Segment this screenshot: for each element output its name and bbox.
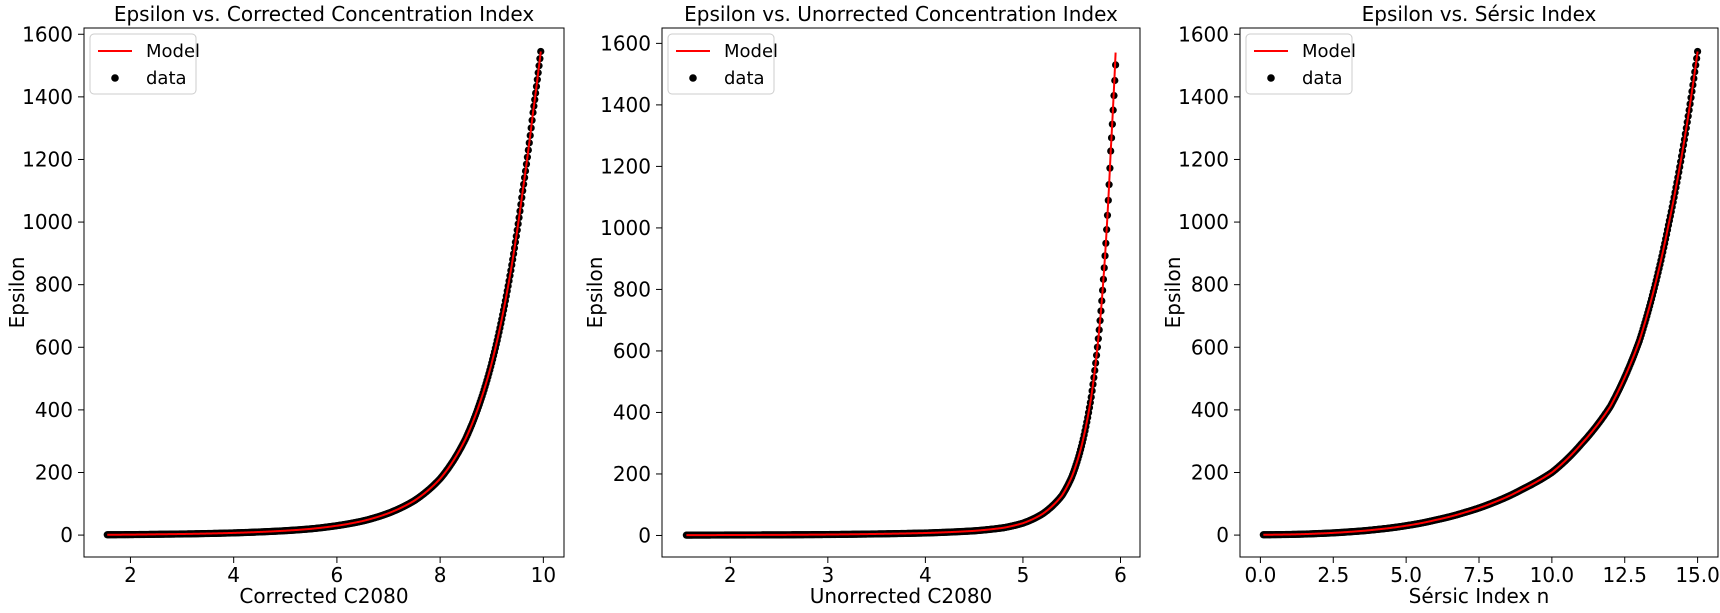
y-tick-label: 1000 bbox=[600, 216, 651, 240]
x-tick-label: 4 bbox=[919, 563, 932, 587]
y-tick-label: 800 bbox=[35, 273, 73, 297]
legend: Model data bbox=[1245, 33, 1356, 95]
y-tick-label: 400 bbox=[1191, 398, 1229, 422]
y-axis-label: Epsilon bbox=[1161, 257, 1185, 329]
y-tick-label: 200 bbox=[613, 462, 651, 486]
model-line bbox=[686, 52, 1117, 537]
legend-label-data: data bbox=[724, 68, 765, 89]
y-tick-label: 600 bbox=[1191, 335, 1229, 359]
legend-label-data: data bbox=[1302, 68, 1343, 89]
x-tick-label: 5 bbox=[1017, 563, 1030, 587]
y-tick-label: 1600 bbox=[1178, 22, 1229, 46]
plot-area bbox=[103, 47, 545, 539]
y-tick-label: 200 bbox=[35, 460, 73, 484]
axes-frame bbox=[661, 27, 1141, 558]
y-tick-label: 400 bbox=[35, 398, 73, 422]
subplot-2: Epsilon vs. Unorrected Concentration Ind… bbox=[583, 2, 1141, 608]
x-axis-label: Unorrected C2080 bbox=[810, 584, 993, 608]
x-tick-label: 2.5 bbox=[1317, 563, 1349, 587]
x-tick-label: 6 bbox=[1114, 563, 1127, 587]
x-tick-label: 12.5 bbox=[1602, 563, 1647, 587]
y-tick-label: 400 bbox=[613, 400, 651, 424]
x-tick-label: 10 bbox=[531, 563, 556, 587]
plot-area bbox=[682, 52, 1120, 539]
y-tick-label: 800 bbox=[613, 277, 651, 301]
chart-title: Epsilon vs. Sérsic Index bbox=[1362, 2, 1597, 26]
y-tick-label: 600 bbox=[613, 339, 651, 363]
legend: Model data bbox=[89, 33, 200, 95]
y-tick-label: 1400 bbox=[600, 93, 651, 117]
x-tick-label: 4 bbox=[227, 563, 240, 587]
x-tick-label: 2 bbox=[724, 563, 737, 587]
x-tick-label: 3 bbox=[821, 563, 834, 587]
y-tick-label: 0 bbox=[1216, 523, 1229, 547]
chart-title: Epsilon vs. Unorrected Concentration Ind… bbox=[684, 2, 1118, 26]
model-line bbox=[1263, 51, 1699, 536]
y-tick-label: 600 bbox=[35, 335, 73, 359]
x-tick-label: 10.0 bbox=[1530, 563, 1575, 587]
x-tick-label: 8 bbox=[434, 563, 447, 587]
legend-marker-swatch bbox=[689, 74, 697, 82]
model-line bbox=[107, 51, 542, 536]
y-tick-label: 1200 bbox=[22, 147, 73, 171]
y-tick-label: 800 bbox=[1191, 273, 1229, 297]
y-tick-label: 1000 bbox=[1178, 210, 1229, 234]
y-axis-label: Epsilon bbox=[5, 257, 29, 329]
x-axis-label: Corrected C2080 bbox=[239, 584, 408, 608]
x-tick-label: 7.5 bbox=[1463, 563, 1495, 587]
y-tick-label: 1200 bbox=[600, 154, 651, 178]
legend-label-model: Model bbox=[1302, 41, 1356, 62]
chart-title: Epsilon vs. Corrected Concentration Inde… bbox=[114, 2, 535, 26]
legend-marker-swatch bbox=[1267, 74, 1275, 82]
subplot-3: Epsilon vs. Sérsic Index 0.0 2.5 5.0 7.5 10.0… bbox=[1161, 2, 1720, 608]
y-tick-label: 1400 bbox=[1178, 85, 1229, 109]
legend: Model data bbox=[667, 33, 778, 95]
legend-marker-swatch bbox=[111, 74, 119, 82]
y-tick-label: 1000 bbox=[22, 210, 73, 234]
y-tick-label: 1400 bbox=[22, 85, 73, 109]
y-tick-label: 1600 bbox=[600, 31, 651, 55]
y-tick-label: 0 bbox=[638, 523, 651, 547]
y-tick-label: 1600 bbox=[22, 22, 73, 46]
x-axis-label: Sérsic Index n bbox=[1409, 584, 1550, 608]
legend-label-model: Model bbox=[146, 41, 200, 62]
x-tick-label: 0.0 bbox=[1244, 563, 1276, 587]
subplot-1: Epsilon vs. Corrected Concentration Inde… bbox=[5, 2, 565, 608]
legend-label-model: Model bbox=[724, 41, 778, 62]
y-tick-label: 0 bbox=[60, 523, 73, 547]
x-tick-label: 15.0 bbox=[1675, 563, 1720, 587]
axes-frame bbox=[83, 27, 565, 558]
x-tick-label: 6 bbox=[331, 563, 344, 587]
plot-area bbox=[1259, 47, 1702, 539]
y-tick-label: 200 bbox=[1191, 460, 1229, 484]
x-tick-label: 2 bbox=[124, 563, 137, 587]
legend-label-data: data bbox=[146, 68, 187, 89]
x-tick-label: 5.0 bbox=[1390, 563, 1422, 587]
y-axis-label: Epsilon bbox=[583, 257, 607, 329]
y-tick-label: 1200 bbox=[1178, 147, 1229, 171]
